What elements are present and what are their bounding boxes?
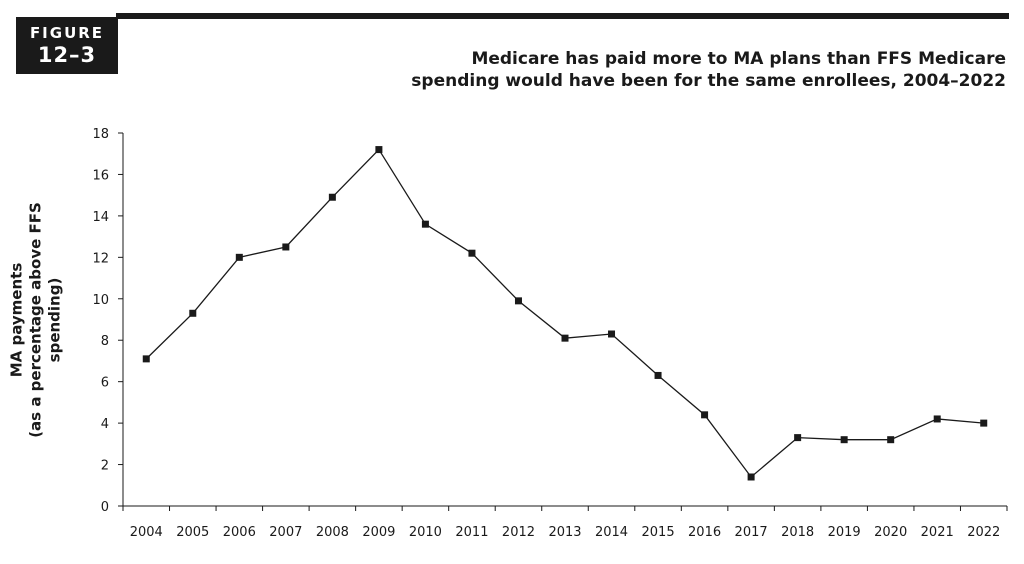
data-point (840, 436, 848, 444)
data-point (375, 146, 383, 154)
y-tick-label: 12 (92, 251, 109, 266)
data-point (608, 330, 616, 338)
data-point (933, 415, 941, 423)
data-point (561, 334, 569, 342)
x-tick-label: 2018 (781, 525, 814, 540)
figure-badge: FIGURE 12–3 (16, 17, 118, 74)
data-point (235, 253, 243, 261)
data-point (328, 193, 336, 201)
y-tick-label: 10 (92, 293, 109, 308)
data-point (282, 243, 290, 251)
data-point (468, 249, 476, 257)
y-tick-label: 14 (92, 210, 109, 225)
x-tick-label: 2016 (688, 525, 721, 540)
chart-title: Medicare has paid more to MA plans than … (326, 48, 1006, 92)
x-tick-label: 2011 (455, 525, 488, 540)
x-tick-label: 2009 (362, 525, 395, 540)
data-point (421, 220, 429, 228)
chart-title-line1: Medicare has paid more to MA plans than … (471, 49, 1006, 69)
data-point (514, 297, 522, 305)
y-tick-label: 8 (101, 334, 109, 349)
y-tick-label: 0 (101, 500, 109, 515)
x-tick-label: 2014 (595, 525, 628, 540)
y-tick-label: 16 (92, 168, 109, 183)
x-tick-label: 2005 (176, 525, 209, 540)
x-tick-label: 2013 (548, 525, 581, 540)
x-tick-label: 2004 (130, 525, 163, 540)
y-tick-label: 4 (101, 417, 109, 432)
x-tick-label: 2006 (223, 525, 256, 540)
data-point (794, 434, 802, 442)
data-point (189, 309, 197, 317)
x-tick-label: 2019 (828, 525, 861, 540)
y-tick-label: 2 (101, 459, 109, 474)
x-tick-label: 2020 (874, 525, 907, 540)
data-point (980, 419, 988, 427)
x-tick-label: 2008 (316, 525, 349, 540)
data-point (747, 473, 755, 481)
figure-word: FIGURE (29, 24, 105, 42)
data-point (701, 411, 709, 419)
x-tick-label: 2015 (642, 525, 675, 540)
series-line (145, 148, 984, 478)
x-tick-label: 2007 (269, 525, 302, 540)
chart-title-line2: spending would have been for the same en… (411, 71, 1006, 91)
x-tick-label: 2022 (967, 525, 1000, 540)
y-tick-label: 6 (101, 376, 109, 391)
x-tick-label: 2010 (409, 525, 442, 540)
data-point (654, 371, 662, 379)
top-rule (116, 13, 1009, 19)
figure-number: 12–3 (37, 43, 97, 67)
data-point (887, 436, 895, 444)
x-tick-label: 2012 (502, 525, 535, 540)
data-point (142, 355, 150, 363)
x-tick-label: 2017 (735, 525, 768, 540)
y-tick-label: 18 (92, 127, 109, 142)
x-tick-label: 2021 (921, 525, 954, 540)
